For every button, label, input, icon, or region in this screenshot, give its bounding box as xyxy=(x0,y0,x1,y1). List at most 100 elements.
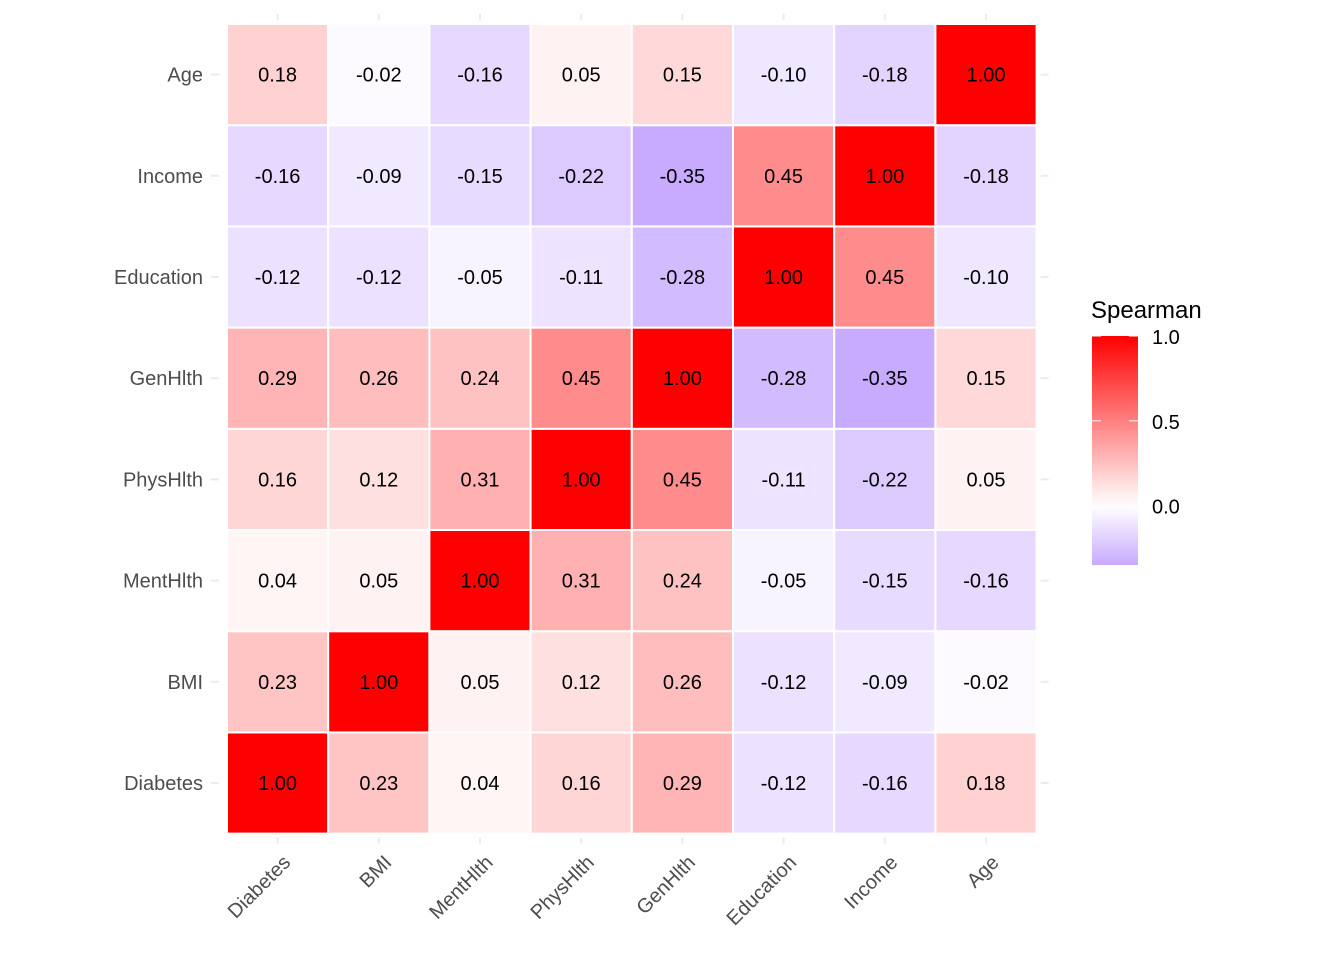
heatmap-cell-diabetes-physhlth xyxy=(529,731,633,835)
x-axis-labels: Diabetes BMI MentHlth PhysHlth GenHlth Educat… xyxy=(224,852,1004,930)
heatmap-cell-genhlth-genhlth xyxy=(630,326,734,430)
heatmap-cell-education-diabetes xyxy=(226,225,330,329)
heatmap-cell-menthlth-income xyxy=(833,529,937,633)
cell-value-label: -0.02 xyxy=(356,65,402,87)
cell-value-label: 0.45 xyxy=(663,469,702,491)
cell-value-label: 0.16 xyxy=(562,773,601,795)
cell-value-label: 0.29 xyxy=(258,368,297,390)
heatmap-cell-bmi-age xyxy=(934,630,1038,734)
cell-value-label: 0.29 xyxy=(663,773,702,795)
x-tick-label-menthlth: MentHlth xyxy=(425,852,497,924)
cell-value-label: 1.00 xyxy=(562,469,601,491)
cell-value-label: -0.35 xyxy=(660,166,706,188)
cell-value-label: 0.45 xyxy=(764,166,803,188)
cell-value-label: 1.00 xyxy=(663,368,702,390)
cell-value-label: 0.05 xyxy=(461,672,500,694)
x-tick-label-diabetes: Diabetes xyxy=(224,852,295,923)
cell-value-label: -0.15 xyxy=(457,166,503,188)
cell-value-label: -0.10 xyxy=(761,65,807,87)
cell-value-label: 0.04 xyxy=(461,773,500,795)
cell-value-label: -0.18 xyxy=(963,166,1009,188)
cell-value-label: 0.12 xyxy=(359,469,398,491)
heatmap-cell-age-menthlth xyxy=(428,23,532,127)
cell-value-label: -0.09 xyxy=(356,166,402,188)
cell-value-label: -0.16 xyxy=(963,571,1009,593)
axis-ticks xyxy=(211,14,1049,844)
cell-value-label: -0.12 xyxy=(255,267,301,289)
x-tick-label-age: Age xyxy=(963,852,1004,893)
cell-value-label: -0.02 xyxy=(963,672,1009,694)
cell-value-label: 0.18 xyxy=(967,773,1006,795)
y-tick-label-diabetes: Diabetes xyxy=(124,773,203,795)
y-tick-label-education: Education xyxy=(114,267,203,289)
heatmap-cell-education-genhlth xyxy=(630,225,734,329)
cell-value-label: -0.09 xyxy=(862,672,908,694)
cell-value-label: -0.28 xyxy=(761,368,807,390)
y-tick-label-physhlth: PhysHlth xyxy=(123,469,203,491)
x-tick-label-bmi: BMI xyxy=(356,852,397,893)
cell-value-label: -0.22 xyxy=(862,469,908,491)
y-axis-labels: Diabetes BMI MentHlth PhysHlth GenHlth Educat… xyxy=(114,65,203,795)
legend: Spearman 1.0 0.5 0.0 xyxy=(1091,297,1202,565)
cell-value-label: 1.00 xyxy=(258,773,297,795)
x-tick-label-physhlth: PhysHlth xyxy=(527,852,599,924)
heatmap-cell-physhlth-age xyxy=(934,427,1038,531)
cell-value-label: -0.18 xyxy=(862,65,908,87)
cell-value-label: 0.12 xyxy=(562,672,601,694)
heatmap-cell-age-education xyxy=(732,23,836,127)
heatmap-cell-bmi-menthlth xyxy=(428,630,532,734)
heatmap-cell-diabetes-diabetes xyxy=(226,731,330,835)
heatmap-cell-menthlth-age xyxy=(934,529,1038,633)
heatmap-cell-diabetes-genhlth xyxy=(630,731,734,835)
y-tick-label-menthlth: MentHlth xyxy=(123,571,203,593)
heatmap-cell-education-income xyxy=(833,225,937,329)
heatmap-cell-education-education xyxy=(732,225,836,329)
heatmap-cell-income-diabetes xyxy=(226,124,330,228)
cell-value-label: -0.12 xyxy=(761,773,807,795)
cell-value-label: 1.00 xyxy=(764,267,803,289)
cell-value-label: 0.24 xyxy=(663,571,702,593)
legend-colorbar xyxy=(1092,336,1138,565)
cell-value-label: 1.00 xyxy=(359,672,398,694)
legend-tick-label: 0.0 xyxy=(1152,497,1180,519)
cell-value-label: 1.00 xyxy=(865,166,904,188)
heatmap-cell-physhlth-genhlth xyxy=(630,427,734,531)
cell-value-label: -0.15 xyxy=(862,571,908,593)
cell-value-label: 0.26 xyxy=(359,368,398,390)
cell-value-label: 1.00 xyxy=(461,571,500,593)
heatmap-cell-education-menthlth xyxy=(428,225,532,329)
cell-value-label: 0.15 xyxy=(967,368,1006,390)
x-tick-label-income: Income xyxy=(840,852,902,914)
cell-value-label: -0.16 xyxy=(862,773,908,795)
x-tick-label-education: Education xyxy=(723,852,801,930)
heatmap-cell-physhlth-bmi xyxy=(327,427,431,531)
cell-value-label: 0.45 xyxy=(562,368,601,390)
heatmap-cell-age-physhlth xyxy=(529,23,633,127)
cell-value-label: 0.04 xyxy=(258,571,297,593)
legend-tick-label: 0.5 xyxy=(1152,412,1180,434)
heatmap-cell-genhlth-income xyxy=(833,326,937,430)
heatmap-cell-income-menthlth xyxy=(428,124,532,228)
legend-title: Spearman xyxy=(1091,297,1202,324)
y-tick-label-genhlth: GenHlth xyxy=(130,368,203,390)
cell-value-label: 0.15 xyxy=(663,65,702,87)
cell-value-label: -0.11 xyxy=(559,267,603,289)
heatmap-cell-bmi-income xyxy=(833,630,937,734)
cell-value-label: 0.31 xyxy=(461,469,500,491)
heatmap-cell-diabetes-menthlth xyxy=(428,731,532,835)
cell-value-label: -0.10 xyxy=(963,267,1009,289)
cell-value-label: 1.00 xyxy=(967,65,1006,87)
heatmap-cell-genhlth-menthlth xyxy=(428,326,532,430)
heatmap-cells xyxy=(226,23,1038,835)
heatmap-cell-education-age xyxy=(934,225,1038,329)
cell-value-label: 0.05 xyxy=(967,469,1006,491)
cell-value-label: -0.12 xyxy=(356,267,402,289)
cell-value-label: -0.16 xyxy=(255,166,301,188)
heatmap-cell-age-income xyxy=(833,23,937,127)
cell-value-label: 0.24 xyxy=(461,368,500,390)
heatmap-cell-labels: 1.00 0.23 0.04 0.16 0.29 -0.12 -0.16 0.18 0.23 1.… xyxy=(255,65,1009,795)
heatmap-cell-education-physhlth xyxy=(529,225,633,329)
cell-value-label: 0.45 xyxy=(865,267,904,289)
y-tick-label-income: Income xyxy=(137,166,203,188)
